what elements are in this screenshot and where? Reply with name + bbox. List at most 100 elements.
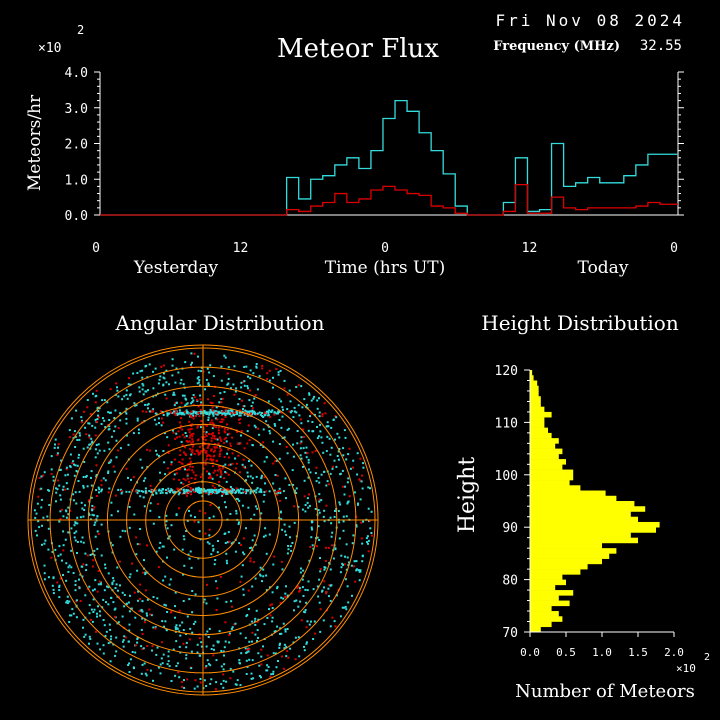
angular-point (174, 674, 177, 677)
angular-point (266, 372, 269, 375)
angular-point (213, 486, 216, 489)
angular-point (209, 492, 212, 495)
angular-point (178, 491, 181, 494)
angular-point (335, 416, 338, 419)
angular-point (251, 585, 254, 588)
angular-point (268, 379, 271, 382)
angular-point (182, 642, 185, 645)
height-bar (530, 411, 552, 418)
angular-point (72, 499, 75, 502)
height-bar (530, 490, 606, 497)
angular-point (125, 407, 128, 410)
angular-point (203, 449, 206, 452)
angular-point (127, 383, 130, 386)
angular-point (126, 397, 129, 400)
angular-point (323, 470, 326, 473)
angular-point (209, 504, 212, 506)
angular-point (356, 473, 359, 476)
angular-point (227, 410, 230, 412)
day-label-yesterday: Yesterday (133, 258, 219, 278)
angular-point (72, 612, 75, 615)
angular-point (190, 424, 193, 427)
angular-point (229, 513, 232, 515)
angular-point (226, 428, 229, 431)
angular-point (242, 458, 245, 461)
angular-point (100, 490, 103, 493)
angular-point (344, 578, 347, 581)
angular-point (55, 500, 57, 503)
angular-point (136, 372, 139, 374)
angular-point (194, 593, 197, 596)
angular-point (128, 629, 131, 632)
height-y-tick-label: 120 (495, 364, 518, 379)
angular-point (224, 412, 227, 415)
angular-point (321, 415, 324, 418)
angular-point (197, 355, 199, 358)
angular-point (260, 648, 263, 651)
angular-point (179, 454, 182, 456)
angular-point (129, 383, 132, 386)
angular-point (265, 552, 268, 555)
angular-point (186, 519, 189, 522)
angular-point (193, 453, 196, 455)
angular-point (133, 402, 136, 405)
angular-point (303, 479, 306, 482)
angular-point (356, 452, 359, 455)
angular-point (58, 545, 61, 548)
angular-point (218, 401, 221, 404)
angular-point (265, 574, 268, 577)
angular-point (212, 434, 214, 437)
angular-point (123, 395, 126, 398)
angular-point (145, 364, 148, 367)
angular-point (178, 421, 181, 424)
height-bar (530, 548, 617, 554)
angular-point (264, 411, 267, 414)
angular-point (276, 587, 279, 590)
angular-point (181, 492, 184, 495)
angular-point (345, 458, 348, 461)
angular-point (207, 419, 210, 421)
angular-point (248, 658, 251, 661)
angular-point (204, 463, 207, 466)
angular-point (323, 402, 326, 405)
angular-point (300, 619, 303, 622)
angular-point (146, 448, 149, 451)
angular-point (115, 583, 118, 586)
angular-point (169, 411, 172, 414)
angular-point (211, 402, 214, 404)
angular-point (135, 404, 138, 407)
angular-point (212, 549, 215, 552)
angular-point (219, 436, 221, 439)
angular-point (174, 626, 177, 629)
angular-point (89, 518, 92, 521)
angular-point (189, 460, 192, 463)
angular-point (65, 468, 68, 471)
angular-point (110, 435, 113, 438)
angular-point (367, 550, 370, 553)
angular-point (70, 549, 73, 552)
angular-point (249, 490, 252, 493)
flux-y-tick-label: 1.0 (65, 173, 88, 188)
angular-point (93, 608, 96, 611)
angular-point (299, 589, 301, 592)
angular-point (166, 412, 169, 415)
angular-point (174, 616, 176, 619)
angular-point (355, 525, 358, 528)
angular-point (320, 473, 323, 476)
angular-point (358, 579, 361, 582)
angular-point (205, 490, 207, 493)
angular-point (305, 446, 308, 449)
angular-point (204, 433, 207, 436)
angular-point (188, 468, 191, 471)
angular-point (80, 416, 83, 419)
angular-point (191, 397, 194, 400)
angular-point (167, 537, 170, 540)
angular-point (115, 636, 118, 639)
angular-point (245, 659, 248, 662)
angular-point (102, 598, 105, 601)
angular-point (218, 432, 220, 435)
angular-point (147, 389, 149, 392)
angular-point (223, 477, 225, 480)
angular-point (167, 660, 170, 663)
angular-point (34, 516, 37, 519)
